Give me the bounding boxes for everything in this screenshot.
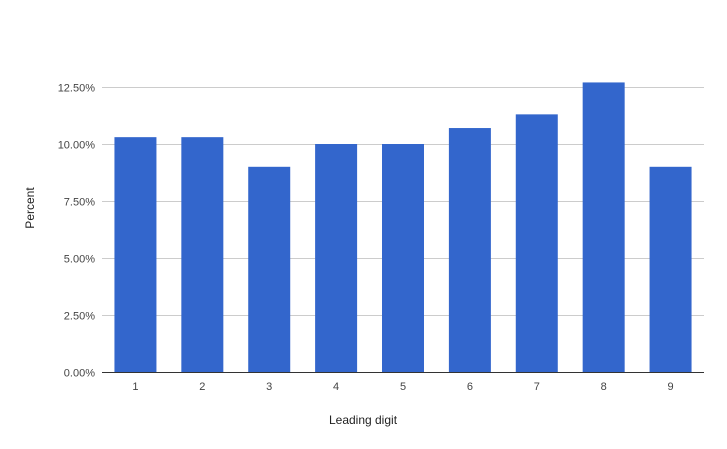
x-tick-label: 1: [132, 381, 138, 393]
x-tick-label: 3: [266, 381, 272, 393]
bar: [114, 137, 157, 372]
bar: [448, 128, 491, 372]
bar: [649, 166, 692, 372]
y-tick-label: 12.50%: [58, 83, 96, 95]
y-tick-label: 0.00%: [64, 368, 95, 380]
y-tick-label: 10.00%: [58, 140, 96, 152]
x-tick-label: 5: [400, 381, 406, 393]
x-axis-title: Leading digit: [329, 413, 398, 427]
bar: [515, 114, 558, 373]
y-axis-title: Percent: [23, 187, 37, 229]
y-tick-label: 2.50%: [64, 311, 95, 323]
x-tick-label: 2: [199, 381, 205, 393]
x-tick-label: 6: [467, 381, 473, 393]
x-tick-label: 7: [534, 381, 540, 393]
bar: [382, 144, 424, 372]
bar: [248, 166, 291, 372]
bar: [582, 82, 625, 372]
y-tick-label: 7.50%: [64, 197, 95, 209]
bar: [181, 137, 224, 372]
y-tick-label: 5.00%: [64, 254, 95, 266]
x-tick-label: 8: [601, 381, 607, 393]
bars: [114, 82, 692, 373]
bar: [315, 144, 358, 372]
x-tick-label: 4: [333, 381, 339, 393]
axes: 0.00% 2.50% 5.00% 7.50% 10.00% 12.50% 1 2 3 4 5 6 7 8…: [58, 83, 704, 393]
x-tick-label: 9: [667, 381, 673, 393]
